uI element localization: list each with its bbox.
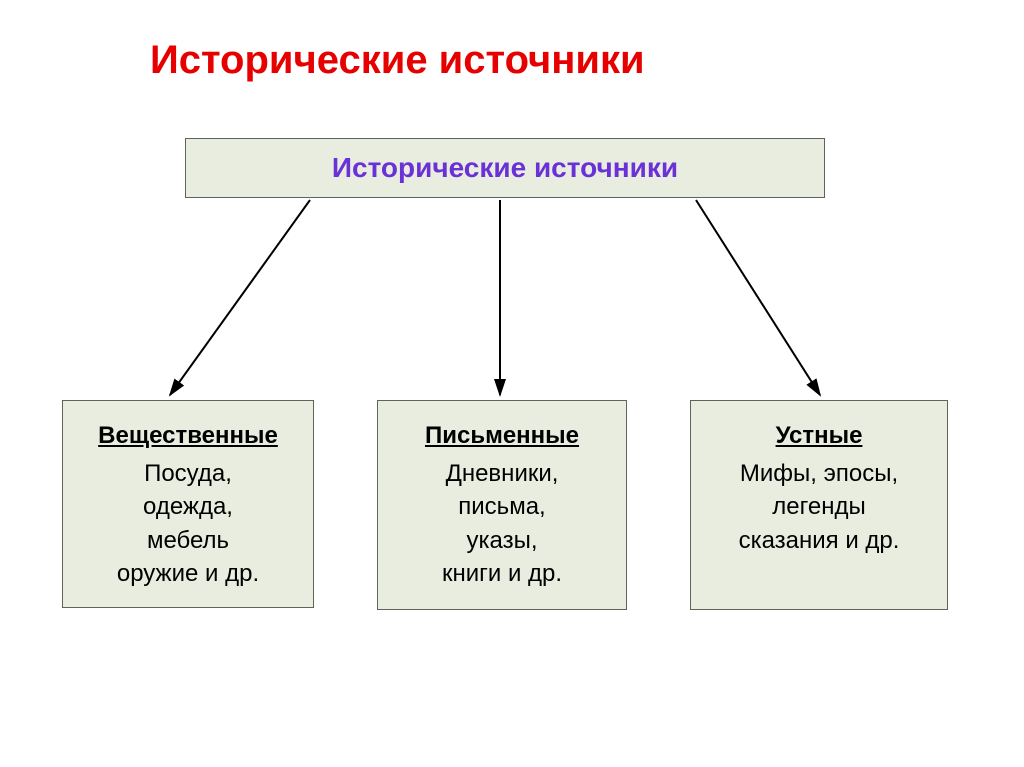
child-line: оружие и др. [75, 557, 301, 591]
child-heading: Письменные [390, 419, 614, 453]
arrow-0 [170, 200, 310, 395]
child-heading: Вещественные [75, 419, 301, 453]
root-node: Исторические источники [185, 138, 825, 198]
child-line: Дневники, [390, 457, 614, 491]
child-node-2: Устные Мифы, эпосы,легендысказания и др. [690, 400, 948, 610]
child-line: одежда, [75, 490, 301, 524]
child-node-0: Вещественные Посуда,одежда,мебельоружие и… [62, 400, 314, 608]
child-line: книги и др. [390, 557, 614, 591]
child-line: Посуда, [75, 457, 301, 491]
child-line: мебель [75, 524, 301, 558]
page-title: Исторические источники [150, 38, 645, 83]
child-line: указы, [390, 524, 614, 558]
child-node-1: Письменные Дневники,письма,указы,книги и … [377, 400, 627, 610]
arrows-layer [0, 0, 1024, 767]
root-node-label: Исторические источники [332, 152, 678, 184]
arrow-2 [696, 200, 820, 395]
child-line: Мифы, эпосы, [703, 457, 935, 491]
child-line: сказания и др. [703, 524, 935, 558]
child-line: легенды [703, 490, 935, 524]
child-line: письма, [390, 490, 614, 524]
child-heading: Устные [703, 419, 935, 453]
